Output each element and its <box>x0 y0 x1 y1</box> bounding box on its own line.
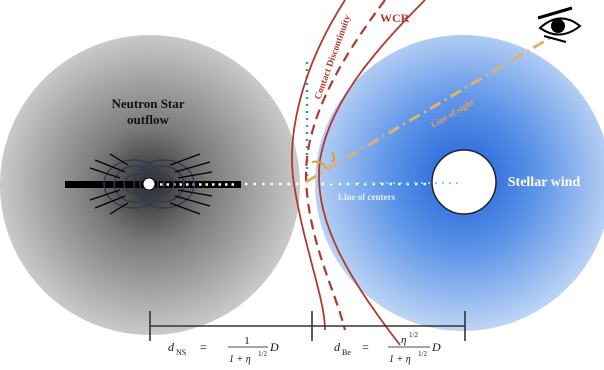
d-be-formula: d Be = η 1/2 1 + η 1/2 D <box>334 331 441 365</box>
svg-text:D: D <box>431 340 441 354</box>
neutron-star-label-line2: outflow <box>127 112 170 127</box>
contact-discontinuity-line <box>304 0 386 331</box>
angle-arc-small <box>331 151 335 163</box>
contact-discontinuity-label: Contact Discontinuity <box>313 14 353 101</box>
svg-text:1/2: 1/2 <box>409 331 418 339</box>
distance-scale-bar <box>149 311 466 341</box>
neutron-star-label-line1: Neutron Star <box>111 96 184 111</box>
wcr-outer-boundary-right <box>318 0 426 346</box>
svg-text:1 + η: 1 + η <box>229 354 251 365</box>
wcr-label: WCR <box>380 11 410 25</box>
wcr-outer-boundary-left <box>291 0 346 331</box>
svg-text:1/2: 1/2 <box>258 350 267 358</box>
angle-arc <box>311 160 327 169</box>
line-of-sight <box>305 30 561 184</box>
pulsar-wind-streaks <box>89 153 213 215</box>
svg-text:η: η <box>401 334 406 346</box>
pulsar-jet-left <box>65 181 145 188</box>
svg-text:D: D <box>269 340 279 354</box>
svg-text:Be: Be <box>342 348 351 357</box>
svg-text:d: d <box>334 340 341 354</box>
svg-text:1: 1 <box>244 335 250 347</box>
svg-text:1/2: 1/2 <box>418 350 427 358</box>
be-star <box>431 149 497 215</box>
eye-icon <box>537 6 582 43</box>
neutron-star <box>142 177 156 191</box>
svg-text:=: = <box>200 340 207 354</box>
line-of-centers-label: Line of centers <box>338 192 395 202</box>
svg-text:=: = <box>362 340 369 354</box>
svg-text:1 + η: 1 + η <box>389 354 411 365</box>
svg-text:d: d <box>168 340 175 354</box>
stellar-wind-label: Stellar wind <box>508 175 581 190</box>
svg-text:NS: NS <box>176 348 186 357</box>
pulsar-jet-right <box>155 181 241 188</box>
d-ns-formula: d NS = 1 1 + η 1/2 D <box>168 335 279 365</box>
